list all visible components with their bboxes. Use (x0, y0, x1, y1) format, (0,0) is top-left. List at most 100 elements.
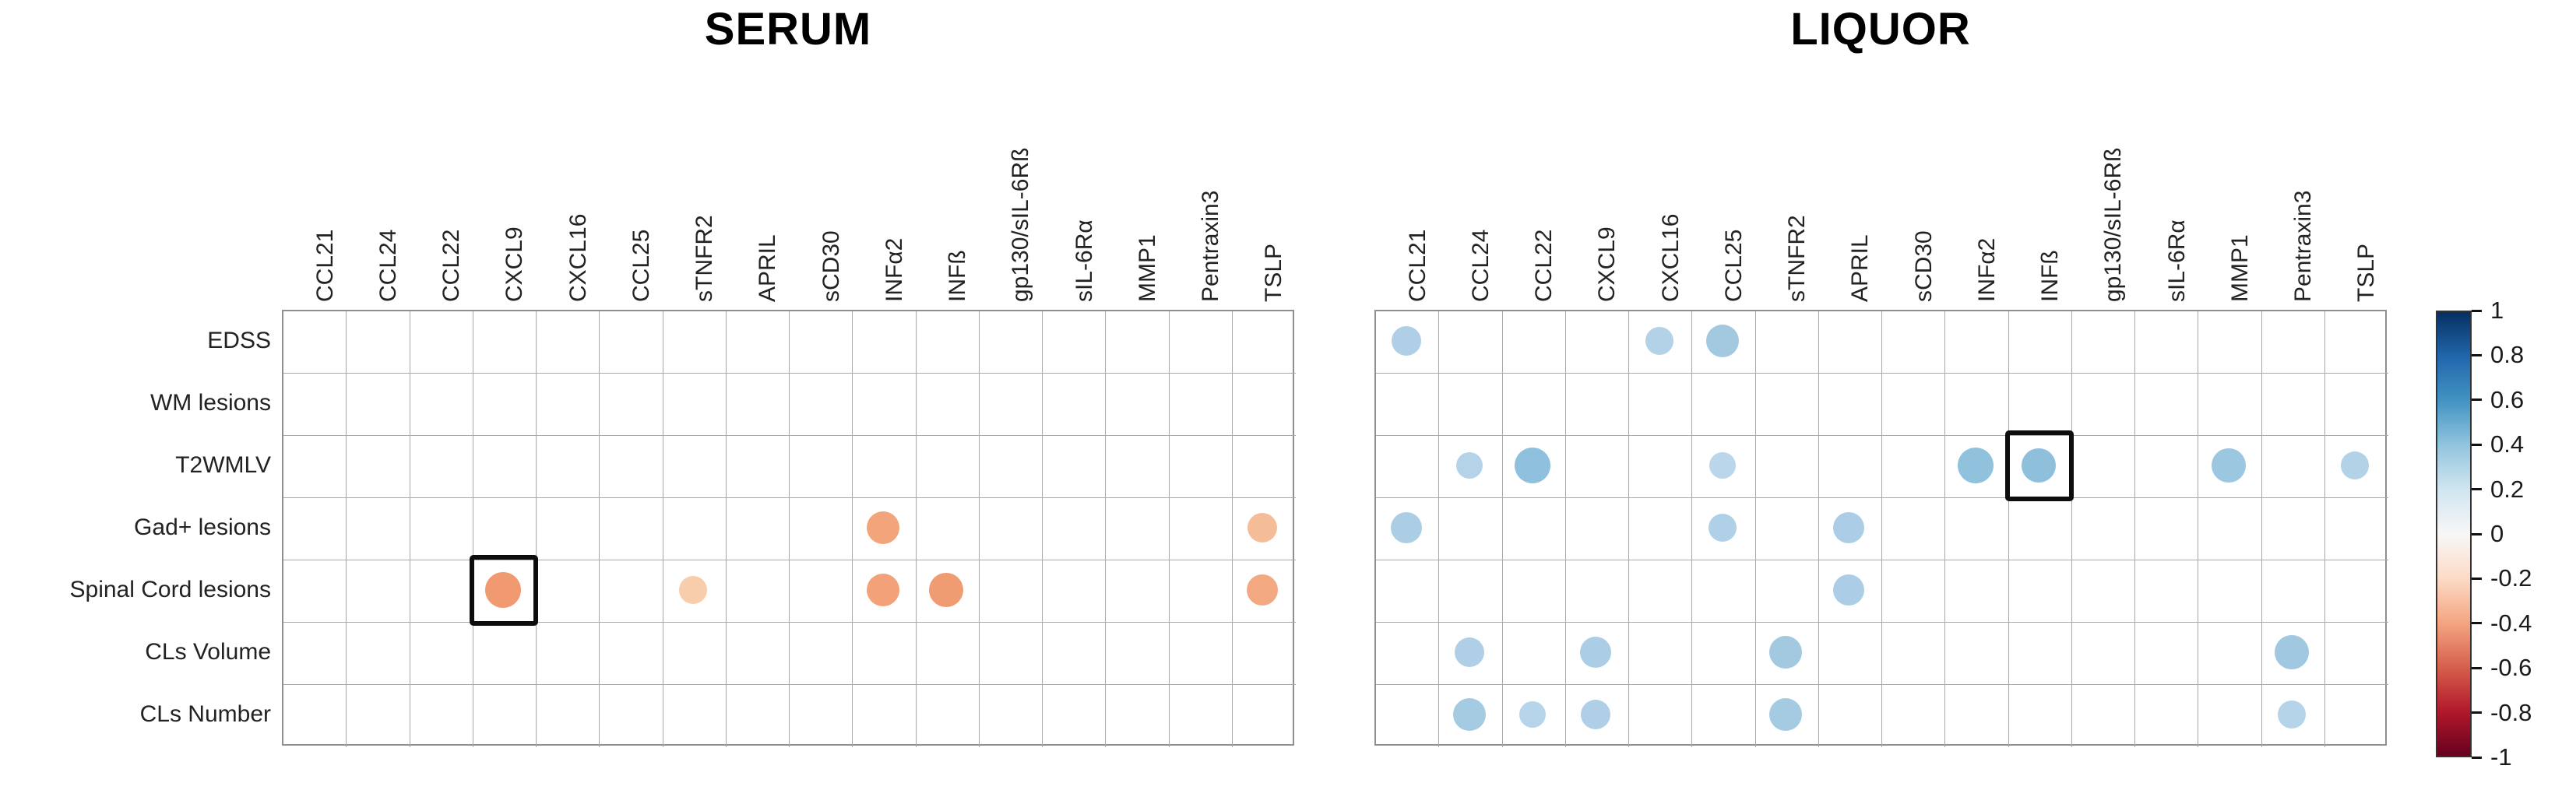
grid-cell (2261, 498, 2325, 560)
grid-cell (663, 685, 727, 747)
grid-cell (1819, 685, 1882, 747)
grid-cell (1232, 560, 1296, 623)
column-label: INFß (2037, 250, 2064, 302)
grid-cell (2324, 374, 2388, 436)
grid-cell (2198, 436, 2262, 498)
grid-cell (1169, 623, 1233, 685)
grid-cell (917, 685, 980, 747)
correlation-dot (1452, 698, 1486, 731)
grid-cell (1502, 436, 1566, 498)
grid-cell (1692, 498, 1756, 560)
grid-cell (1106, 560, 1170, 623)
column-label: CXCL9 (1594, 226, 1621, 302)
grid-cell (916, 498, 980, 560)
grid-cell (283, 374, 347, 436)
grid-cell (1503, 685, 1566, 747)
grid-cell (2009, 685, 2072, 747)
column-label: sCD30 (818, 230, 844, 302)
grid-cell (1629, 498, 1693, 560)
grid-cell (1169, 560, 1233, 623)
grid-cell (2071, 374, 2135, 436)
grid-cell (1232, 374, 1296, 436)
grid-cell (2324, 623, 2388, 685)
grid-cell (853, 623, 917, 685)
grid-cell (1818, 374, 1882, 436)
correlation-dot (866, 511, 899, 544)
grid-cell (2261, 374, 2325, 436)
colorbar-tick-label: -0.8 (2490, 698, 2532, 726)
grid-cell (1882, 374, 1946, 436)
grid-cell (1043, 498, 1107, 560)
grid-cell (979, 623, 1043, 685)
grid-cell (1170, 685, 1233, 747)
correlation-dot (1705, 325, 1739, 357)
column-label: MMP1 (2226, 234, 2253, 302)
correlation-dot (929, 573, 964, 607)
grid-cell (1565, 560, 1629, 623)
correlation-dot (1390, 512, 1422, 543)
grid-cell (1376, 436, 1440, 498)
grid-cell (1818, 623, 1882, 685)
grid-cell (979, 436, 1043, 498)
grid-cell (537, 623, 600, 685)
grid-cell (1376, 685, 1440, 747)
grid-cell (1565, 374, 1629, 436)
grid-cell (663, 560, 727, 623)
grid-cell (979, 374, 1043, 436)
correlation-dot (1769, 698, 1803, 731)
column-label: sCD30 (1910, 230, 1937, 302)
correlation-dot (1515, 448, 1551, 483)
grid-cell (2135, 498, 2199, 560)
correlation-dot (1580, 637, 1612, 668)
grid-cell (537, 311, 600, 374)
grid-cell (347, 374, 410, 436)
grid-cell (1232, 498, 1296, 560)
column-label: MMP1 (1134, 234, 1160, 302)
grid-cell (347, 560, 410, 623)
grid-cell (916, 560, 980, 623)
grid-cell (2072, 685, 2135, 747)
serum-panel-title: SERUM (704, 4, 872, 54)
grid-cell (663, 623, 727, 685)
grid-cell (853, 685, 917, 747)
grid-cell (2071, 560, 2135, 623)
significance-highlight-box (2004, 430, 2074, 501)
column-label: INFß (945, 250, 971, 302)
grid-cell (1945, 560, 2009, 623)
correlation-dot (1645, 327, 1673, 355)
grid-cell (1106, 436, 1170, 498)
grid-cell (1565, 436, 1629, 498)
grid-cell (1629, 623, 1693, 685)
grid-cell (2261, 623, 2325, 685)
grid-cell (2324, 311, 2388, 374)
grid-cell (410, 623, 473, 685)
grid-cell (1106, 623, 1170, 685)
grid-cell (726, 374, 790, 436)
grid-cell (790, 623, 853, 685)
grid-cell (1106, 498, 1170, 560)
column-label: CXCL16 (565, 213, 591, 302)
grid-cell (537, 436, 600, 498)
grid-cell (537, 374, 600, 436)
grid-cell (600, 374, 663, 436)
column-label: APRIL (755, 234, 781, 302)
colorbar-tick-mark (2472, 488, 2482, 491)
grid-cell (1629, 436, 1693, 498)
grid-cell (916, 436, 980, 498)
column-label: INFα2 (881, 237, 907, 302)
grid-cell (2071, 623, 2135, 685)
grid-cell (1232, 311, 1296, 374)
grid-cell (2135, 560, 2199, 623)
grid-cell (1169, 374, 1233, 436)
grid-cell (2198, 498, 2262, 560)
grid-cell (1692, 311, 1756, 374)
grid-cell (1945, 685, 2009, 747)
grid-cell (283, 436, 347, 498)
grid-cell (410, 685, 473, 747)
grid-cell (663, 374, 727, 436)
column-label: CCL25 (628, 229, 654, 302)
grid-cell (2008, 374, 2072, 436)
row-label: CLs Volume (145, 639, 271, 665)
grid-cell (1106, 311, 1170, 374)
grid-cell (1169, 311, 1233, 374)
